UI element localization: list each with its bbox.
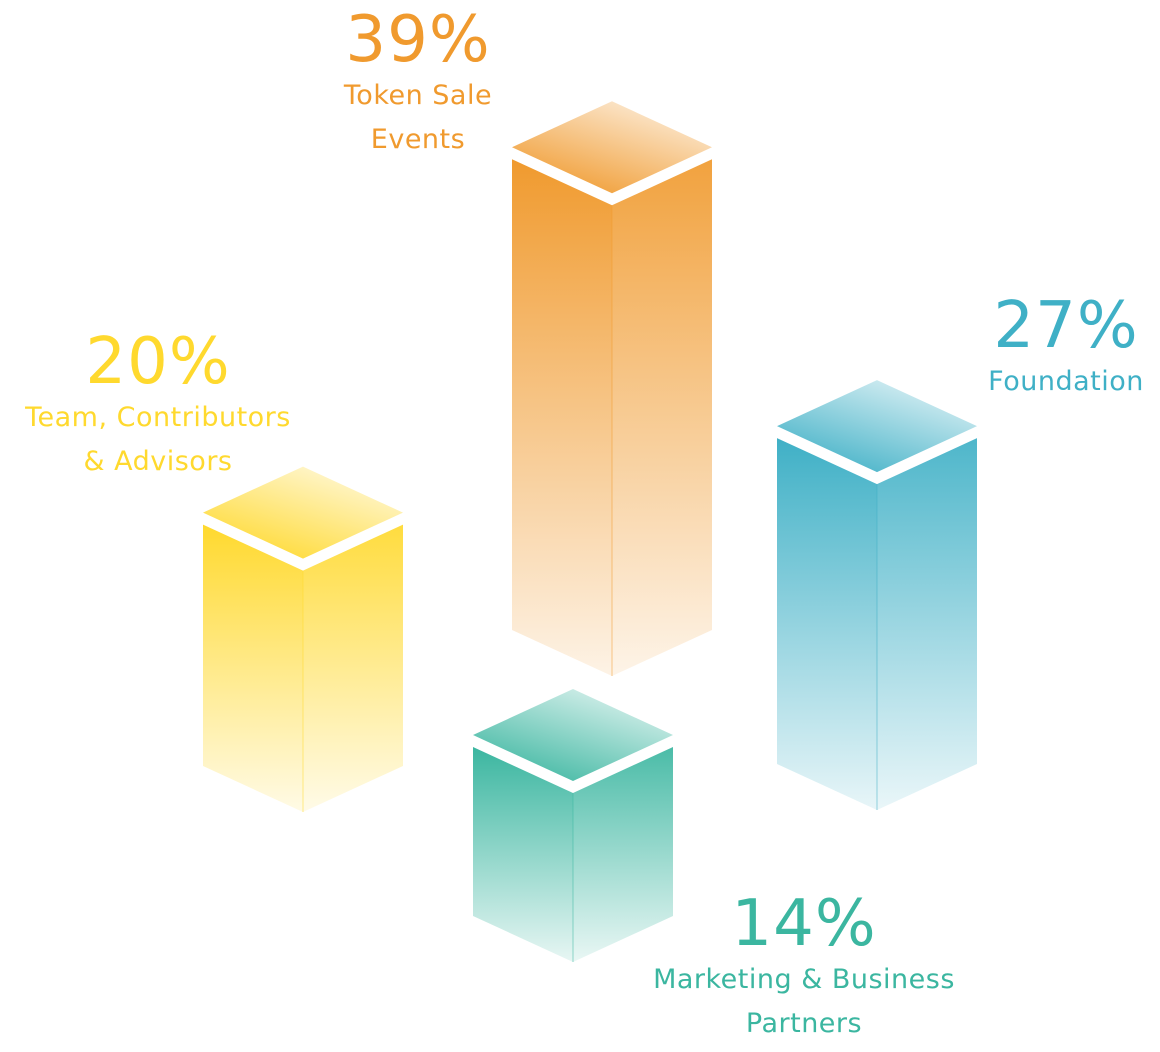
column-token-sale-right-face: [612, 159, 712, 676]
category-label-foundation: Foundation: [988, 366, 1144, 397]
column-token-sale-top-cap: [512, 101, 712, 194]
value-label-marketing: 14%: [731, 887, 877, 961]
column-foundation: [777, 380, 977, 810]
label-team: 20% Team, Contributors & Advisors: [0, 328, 316, 484]
column-foundation-left-face: [777, 438, 877, 810]
category-label-team: Team, Contributors & Advisors: [25, 402, 291, 477]
column-marketing-left-face: [473, 747, 573, 962]
column-marketing: [473, 689, 673, 962]
column-token-sale-left-face: [512, 159, 612, 676]
value-label-team: 20%: [85, 325, 231, 399]
column-team-right-face: [303, 524, 403, 812]
column-team-left-face: [203, 524, 303, 812]
value-label-foundation: 27%: [993, 289, 1139, 363]
category-label-token-sale: Token Sale Events: [343, 80, 493, 155]
label-marketing: 14% Marketing & Business Partners: [628, 890, 980, 1046]
column-marketing-right-face: [573, 747, 673, 962]
label-token-sale: 39% Token Sale Events: [288, 6, 548, 162]
category-label-marketing: Marketing & Business Partners: [653, 964, 955, 1039]
column-token-sale: [512, 101, 712, 676]
column-marketing-top-cap: [473, 689, 673, 782]
column-team-top-cap: [203, 466, 403, 559]
column-team: [203, 466, 403, 812]
column-foundation-top-cap: [777, 380, 977, 473]
column-foundation-right-face: [877, 438, 977, 810]
value-label-token-sale: 39%: [345, 3, 491, 77]
label-foundation: 27% Foundation: [968, 292, 1160, 404]
